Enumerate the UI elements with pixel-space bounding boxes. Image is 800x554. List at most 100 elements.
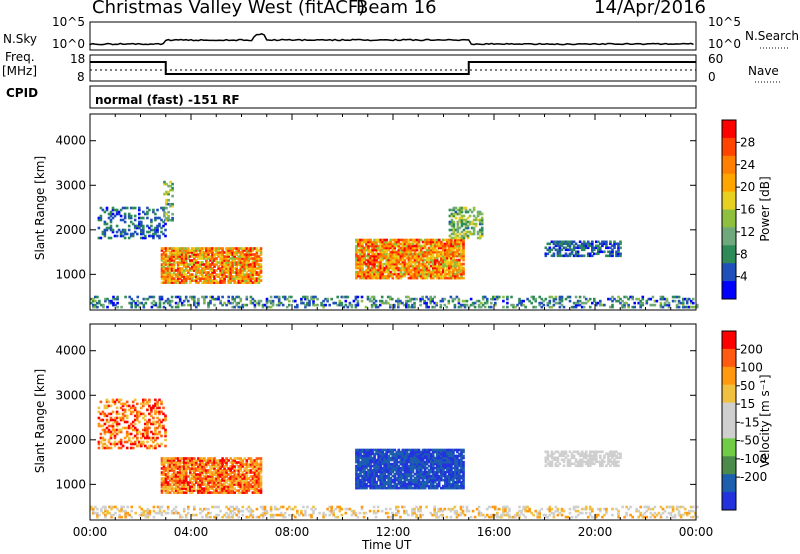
- power-cell: [589, 298, 592, 301]
- power-cell: [155, 302, 158, 305]
- velocity-cell: [462, 510, 465, 513]
- velocity-cell: [377, 506, 380, 509]
- velocity-cell: [242, 514, 245, 517]
- velocity-cell: [167, 512, 170, 515]
- velocity-cell: [361, 506, 364, 509]
- velocity-cell: [397, 506, 400, 509]
- power-cell: [96, 306, 99, 309]
- power-cell: [678, 306, 681, 309]
- velocity-cell: [450, 516, 453, 519]
- power-cell: [106, 207, 109, 210]
- power-cell: [102, 304, 105, 307]
- velocity-cell: [541, 508, 544, 511]
- power-cell: [419, 304, 422, 307]
- velocity-cell: [672, 506, 675, 509]
- power-cell: [357, 300, 360, 303]
- velocity-cell: [183, 508, 186, 511]
- noise-sky-line: [90, 34, 694, 45]
- power-cell: [260, 300, 263, 303]
- power-cell: [534, 306, 537, 309]
- velocity-cell: [599, 508, 602, 511]
- power-cell: [205, 296, 208, 299]
- velocity-cell: [405, 510, 408, 513]
- power-cell: [415, 298, 418, 301]
- velocity-cell: [120, 516, 123, 519]
- power-cell: [619, 247, 622, 250]
- velocity-cell: [524, 516, 527, 519]
- velocity-cell: [126, 421, 129, 424]
- velocity-cell: [98, 447, 101, 450]
- velocity-cell: [377, 510, 380, 513]
- power-cell: [579, 296, 582, 299]
- velocity-cell: [478, 506, 481, 509]
- power-cell: [106, 306, 109, 309]
- velocity-cell: [569, 512, 572, 515]
- velocity-cell: [563, 510, 566, 513]
- power-cell: [490, 306, 493, 309]
- power-cell: [179, 296, 182, 299]
- velocity-cell: [242, 506, 245, 509]
- power-cell: [154, 213, 157, 216]
- power-cell: [475, 223, 478, 226]
- velocity-cell: [466, 506, 469, 509]
- velocity-cell: [330, 506, 333, 509]
- velocity-cell: [470, 516, 473, 519]
- power-cell: [96, 296, 99, 299]
- velocity-cell: [207, 508, 210, 511]
- velocity-cell: [126, 506, 129, 509]
- power-cell: [161, 296, 164, 299]
- velocity-cell: [217, 514, 220, 517]
- power-cell: [678, 296, 681, 299]
- power-cell: [294, 300, 297, 303]
- power-cell: [136, 233, 139, 236]
- velocity-cell: [148, 419, 151, 422]
- power-cell: [506, 302, 509, 305]
- velocity-cell: [611, 514, 614, 517]
- power-cell: [561, 296, 564, 299]
- power-cell: [652, 296, 655, 299]
- power-cell: [167, 199, 170, 202]
- power-cell: [153, 296, 156, 299]
- velocity-cell: [152, 417, 155, 420]
- power-cell: [577, 251, 580, 254]
- velocity-cell: [256, 508, 259, 511]
- power-cell: [674, 300, 677, 303]
- power-cell: [120, 306, 123, 309]
- power-cell: [545, 298, 548, 301]
- velocity-cell: [282, 506, 285, 509]
- power-cell: [171, 187, 174, 190]
- power-cell: [110, 237, 113, 240]
- power-cell: [660, 302, 663, 305]
- velocity-cell: [153, 506, 156, 509]
- velocity-cell: [357, 516, 360, 519]
- power-cell: [128, 229, 131, 232]
- velocity-cell: [294, 506, 297, 509]
- velocity-cell: [144, 415, 147, 418]
- velocity-cell: [164, 439, 167, 442]
- power-cell: [197, 298, 200, 301]
- power-cell: [144, 235, 147, 238]
- velocity-cell: [363, 516, 366, 519]
- velocity-cell: [571, 516, 574, 519]
- power-cell: [278, 296, 281, 299]
- power-cell: [435, 302, 438, 305]
- velocity-cell: [397, 510, 400, 513]
- power-cell: [583, 255, 586, 258]
- power-cell: [124, 229, 127, 232]
- power-cell: [116, 235, 119, 238]
- power-cell: [150, 225, 153, 228]
- velocity-cell: [122, 506, 125, 509]
- velocity-cell: [181, 516, 184, 519]
- velocity-cell: [110, 405, 113, 408]
- velocity-cell: [112, 411, 115, 414]
- freq-panel-frame: [90, 55, 696, 81]
- power-cell: [98, 300, 101, 303]
- power-cell: [563, 306, 566, 309]
- power-cell: [466, 300, 469, 303]
- velocity-cell: [442, 514, 445, 517]
- velocity-cell: [591, 516, 594, 519]
- power-cell: [619, 241, 622, 244]
- power-cell: [138, 213, 141, 216]
- velocity-cell: [389, 508, 392, 511]
- power-cell: [341, 302, 344, 305]
